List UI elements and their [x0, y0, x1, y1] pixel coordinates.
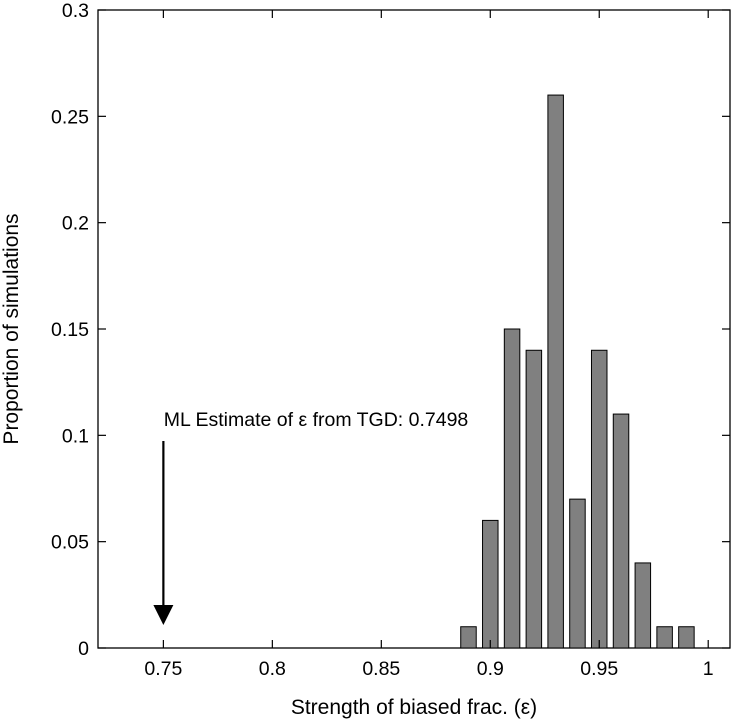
bar [525, 349, 543, 649]
y-tick-label: 0.05 [51, 532, 89, 554]
bar [503, 328, 521, 649]
bar [656, 626, 673, 649]
y-tick-label: 0.25 [51, 106, 89, 128]
annotation-group: ML Estimate of ε from TGD: 0.7498 [153, 409, 468, 625]
y-axis-label: Proportion of simulations [0, 213, 23, 444]
bar [612, 413, 630, 649]
x-tick-label: 0.95 [580, 658, 618, 680]
bar [590, 349, 608, 649]
bar [678, 626, 695, 649]
x-tick-label: 0.9 [477, 658, 504, 680]
bar [482, 519, 499, 649]
plot-frame [97, 9, 731, 649]
annotation-label: ML Estimate of ε from TGD: 0.7498 [164, 409, 469, 431]
x-tick-label: 1 [703, 658, 714, 680]
annotation-arrow-head [153, 605, 174, 625]
y-tick-label: 0.2 [62, 213, 89, 235]
bar [569, 498, 586, 649]
x-axis-label: Strength of biased frac. (ε) [291, 696, 537, 719]
bar [460, 626, 477, 649]
bar [547, 94, 564, 649]
y-tick-label: 0 [78, 638, 89, 660]
bars-group [460, 94, 695, 649]
y-tick-label: 0.3 [62, 0, 89, 22]
x-tick-label: 0.75 [144, 658, 182, 680]
y-tick-label: 0.1 [62, 425, 89, 447]
x-tick-label: 0.85 [362, 658, 400, 680]
ticks-group: 0.75 0.8 0.85 0.9 0.95 1 0 0.05 0.1 0.15 0.2 0.25 0.… [51, 0, 730, 680]
x-tick-label: 0.8 [259, 658, 286, 680]
y-tick-label: 0.15 [51, 319, 89, 341]
bar [634, 562, 652, 649]
